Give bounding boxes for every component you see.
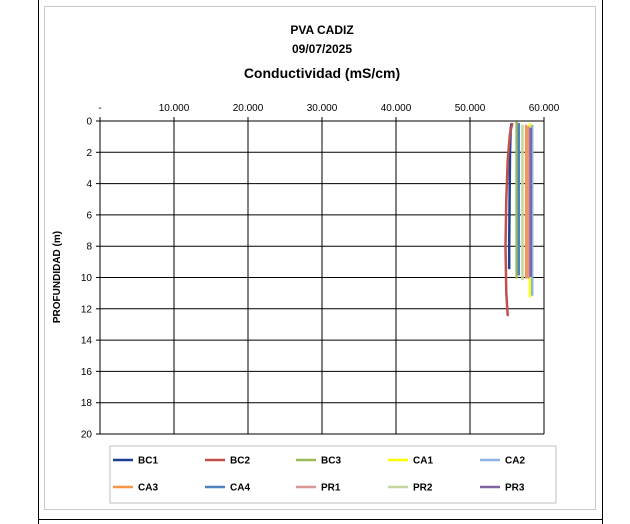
y-axis-label: PROFUNDIDAD (m) <box>52 231 63 323</box>
y-tick-label: 20 <box>81 430 93 441</box>
window-frame-right <box>602 0 603 524</box>
legend-label-pr2: PR2 <box>413 483 433 494</box>
grid-layer <box>96 117 545 435</box>
legend-label-ca4: CA4 <box>230 483 250 494</box>
legend-label-bc2: BC2 <box>230 456 250 467</box>
y-tick-label: 0 <box>86 117 92 128</box>
y-tick-label: 12 <box>81 304 93 315</box>
legend-label-ca3: CA3 <box>138 483 158 494</box>
chart-heading: Conductividad (mS/cm) <box>244 65 400 81</box>
y-tick-labels: 0 2 4 6 8 10 12 14 16 18 20 <box>81 117 93 441</box>
legend-label-bc1: BC1 <box>138 456 158 467</box>
legend-label-ca1: CA1 <box>413 456 433 467</box>
chart-panel <box>44 6 596 510</box>
window-frame-bottom <box>38 519 603 520</box>
x-tick-label: 10.000 <box>159 103 190 114</box>
legend-label-pr3: PR3 <box>505 483 525 494</box>
x-tick-label: 20.000 <box>233 103 264 114</box>
x-tick-label: 60.000 <box>529 103 560 114</box>
series-lines <box>504 121 534 317</box>
legend-label-ca2: CA2 <box>505 456 525 467</box>
chart-subtitle: 09/07/2025 <box>292 42 352 56</box>
x-tick-labels: - 10.000 20.000 30.000 40.000 50.000 60.000 <box>98 103 559 114</box>
y-tick-label: 6 <box>86 210 92 221</box>
y-tick-label: 4 <box>86 179 92 190</box>
y-tick-label: 2 <box>86 148 92 159</box>
y-tick-label: 18 <box>81 398 93 409</box>
x-tick-label: - <box>98 103 101 114</box>
y-tick-label: 14 <box>81 336 93 347</box>
legend-label-bc3: BC3 <box>321 456 341 467</box>
chart-title: PVA CADIZ <box>290 23 353 37</box>
y-tick-label: 16 <box>81 367 93 378</box>
legend: BC1 BC2 BC3 CA1 CA2 CA3 CA4 PR1 PR2 PR3 <box>113 456 525 494</box>
window-frame-left <box>38 0 39 524</box>
legend-label-pr1: PR1 <box>321 483 341 494</box>
y-tick-label: 10 <box>81 273 93 284</box>
x-tick-label: 50.000 <box>455 103 486 114</box>
x-tick-label: 30.000 <box>307 103 338 114</box>
y-tick-label: 8 <box>86 242 92 253</box>
series-line-bc2 <box>504 122 514 317</box>
legend-box <box>109 445 557 504</box>
x-tick-label: 40.000 <box>381 103 412 114</box>
